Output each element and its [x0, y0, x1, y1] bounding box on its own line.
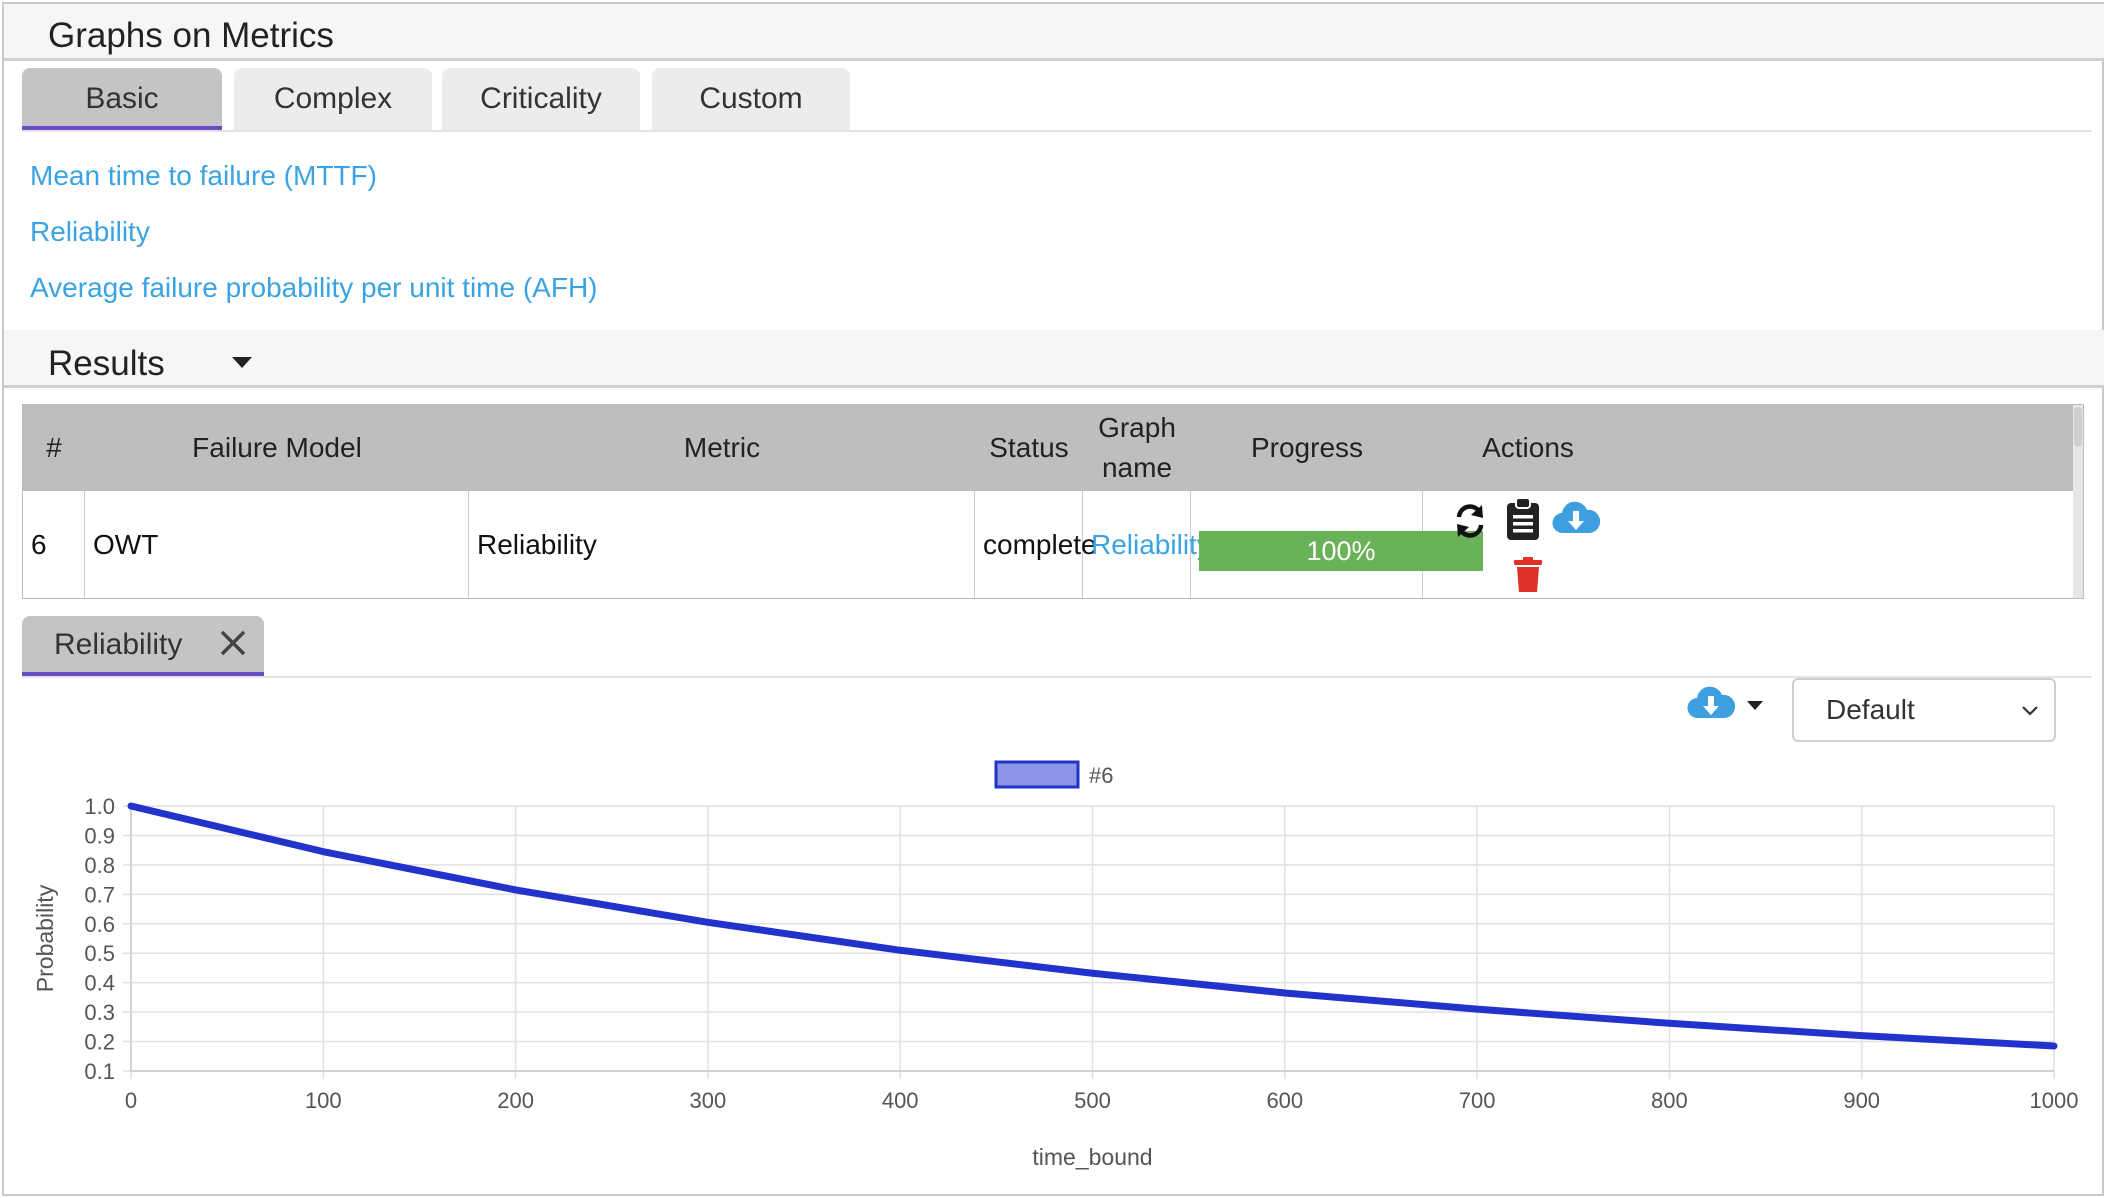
- cloud-download-icon[interactable]: [1551, 499, 1601, 535]
- scrollbar-thumb[interactable]: [2074, 407, 2082, 447]
- y-tick-label: 0.6: [84, 912, 115, 937]
- y-tick-label: 0.5: [84, 941, 115, 966]
- scale-select[interactable]: Default: [1792, 678, 2056, 742]
- trash-icon[interactable]: [1513, 557, 1543, 593]
- column-header-metric: Metric: [683, 432, 761, 463]
- caret-down-icon[interactable]: [232, 357, 252, 368]
- y-tick-label: 1.0: [84, 794, 115, 819]
- x-tick-label: 100: [305, 1088, 342, 1113]
- chart-download-dropdown[interactable]: [1686, 684, 1766, 728]
- column-header-status: Status: [989, 432, 1069, 463]
- data-point: [1283, 991, 1287, 995]
- x-tick-label: 400: [882, 1088, 919, 1113]
- cell-status: complete: [975, 491, 1097, 598]
- y-axis-label: Probability: [32, 884, 58, 992]
- data-point: [898, 948, 902, 952]
- section-header-graphs: Graphs on Metrics: [4, 4, 2104, 61]
- cell-num: 6: [23, 491, 85, 598]
- tab-criticality[interactable]: Criticality: [442, 68, 640, 130]
- data-point: [1860, 1034, 1864, 1038]
- y-tick-label: 0.4: [84, 971, 115, 996]
- data-point: [706, 920, 710, 924]
- cell-actions: [1423, 491, 1633, 598]
- cell-failure-model: OWT: [85, 491, 469, 598]
- cell-metric: Reliability: [469, 491, 975, 598]
- cloud-download-icon[interactable]: [1686, 684, 1736, 720]
- column-header-graph-name: Graph name: [1083, 405, 1191, 491]
- table-header: # Failure Model Metric Status Graph name…: [23, 405, 2083, 491]
- column-header-actions: Actions: [1482, 432, 1574, 463]
- data-point: [1667, 1021, 1671, 1025]
- legend-swatch: [994, 760, 1080, 789]
- y-tick-label: 0.3: [84, 1000, 115, 1025]
- metric-link-mttf[interactable]: Mean time to failure (MTTF): [30, 160, 377, 191]
- graph-name-line2: name: [1101, 452, 1173, 483]
- reliability-chart: 0 100 200 300 400 500 600 700 800 900 1000 1.0 0.9 0.…: [32, 760, 2079, 1170]
- column-header-progress: Progress: [1250, 432, 1364, 463]
- legend-label: #6: [1089, 763, 1113, 788]
- chart-tab-label: Reliability: [54, 628, 183, 661]
- section-header-results: Results: [4, 330, 2104, 388]
- x-tick-label: 300: [690, 1088, 727, 1113]
- clipboard-icon[interactable]: [1505, 497, 1541, 541]
- tab-chart-reliability[interactable]: Reliability: [22, 616, 264, 676]
- chevron-down-icon: [2022, 706, 2038, 716]
- cell-progress: 100%: [1191, 491, 1483, 598]
- y-tick-label: 0.7: [84, 882, 115, 907]
- tab-custom[interactable]: Custom: [652, 68, 850, 130]
- scale-select-value: Default: [1826, 694, 1915, 725]
- table-row: 6 OWT Reliability complete Reliability 1…: [23, 491, 2083, 598]
- x-tick-label: 800: [1651, 1088, 1688, 1113]
- data-point: [1091, 971, 1094, 975]
- y-tick-label: 0.8: [84, 853, 115, 878]
- metric-link-afh[interactable]: Average failure probability per unit tim…: [30, 272, 598, 303]
- caret-down-icon[interactable]: [1746, 700, 1764, 712]
- metric-link-reliability[interactable]: Reliability: [30, 216, 150, 247]
- x-tick-label: 200: [497, 1088, 534, 1113]
- x-tick-label: 0: [125, 1088, 137, 1113]
- column-header-num: #: [46, 432, 62, 463]
- tab-basic[interactable]: Basic: [22, 68, 222, 130]
- results-table: # Failure Model Metric Status Graph name…: [22, 404, 2084, 599]
- x-tick-label: 900: [1843, 1088, 1880, 1113]
- chart-tabs: Reliability: [22, 616, 2092, 678]
- data-point: [514, 888, 518, 892]
- metric-tabs: Basic Complex Criticality Custom: [22, 68, 2092, 132]
- data-point: [321, 850, 325, 854]
- y-tick-label: 0.9: [84, 823, 115, 848]
- data-point: [2052, 1044, 2056, 1048]
- column-header-failure-model: Failure Model: [192, 432, 362, 463]
- section-title: Graphs on Metrics: [48, 16, 334, 55]
- x-tick-label: 600: [1266, 1088, 1303, 1113]
- close-icon[interactable]: [216, 626, 250, 660]
- data-point: [1475, 1007, 1479, 1011]
- table-scrollbar[interactable]: [2073, 405, 2083, 598]
- x-tick-label: 500: [1074, 1088, 1111, 1113]
- cell-graph-name-link[interactable]: Reliability: [1083, 491, 1211, 598]
- x-axis-label: time_bound: [1032, 1144, 1152, 1170]
- results-title: Results: [48, 344, 165, 383]
- x-tick-label: 700: [1459, 1088, 1496, 1113]
- refresh-icon[interactable]: [1451, 499, 1489, 543]
- y-tick-label: 0.1: [84, 1059, 115, 1084]
- x-tick-label: 1000: [2030, 1088, 2079, 1113]
- tab-complex[interactable]: Complex: [234, 68, 432, 130]
- y-tick-label: 0.2: [84, 1030, 115, 1055]
- progress-bar: 100%: [1199, 531, 1483, 571]
- data-point: [129, 804, 133, 808]
- graph-name-line1: Graph: [1098, 412, 1176, 443]
